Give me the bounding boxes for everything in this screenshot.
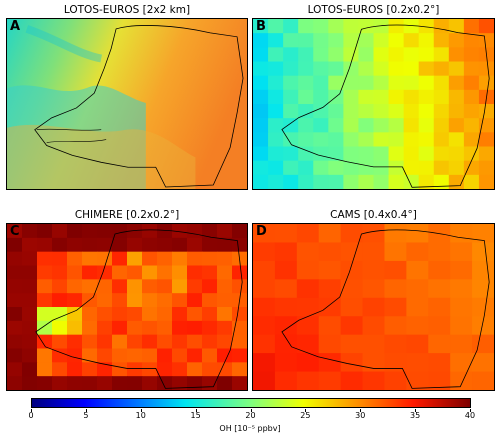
colorbar-tick-label: 30 bbox=[355, 411, 366, 420]
colorbar-tick-label: 15 bbox=[190, 411, 201, 420]
panel-a-title: LOTOS-EUROS [2x2 km] bbox=[63, 4, 191, 16]
map-c-svg bbox=[7, 224, 247, 390]
panel-b-title: LOTOS-EUROS [0.2x0.2°] bbox=[307, 4, 440, 16]
colorbar-tick bbox=[305, 409, 307, 412]
colorbar-tick-label: 20 bbox=[245, 411, 256, 420]
colorbar-tick bbox=[31, 409, 32, 412]
map-panel-a: A bbox=[6, 18, 248, 190]
map-a-svg bbox=[7, 19, 247, 189]
colorbar-tick bbox=[195, 409, 197, 412]
panel-b-letter: B bbox=[256, 19, 266, 34]
panel-c-letter: C bbox=[10, 224, 20, 239]
map-panel-b: B bbox=[252, 18, 495, 190]
colorbar-tick bbox=[415, 409, 417, 412]
colorbar-tick bbox=[360, 409, 362, 412]
colorbar-tick-label: 40 bbox=[464, 411, 476, 420]
colorbar-tick-label: 10 bbox=[135, 411, 146, 420]
colorbar-tick-label: 5 bbox=[83, 411, 89, 420]
panel-c-title: CHIMERE [0.2x0.2°] bbox=[74, 209, 180, 221]
map-d-svg bbox=[253, 224, 494, 390]
colorbar-tick-label: 25 bbox=[300, 411, 311, 420]
map-panel-d: D bbox=[252, 223, 495, 391]
colorbar-tick bbox=[85, 409, 87, 412]
colorbar-tick-label: 35 bbox=[410, 411, 421, 420]
colorbar-tick bbox=[250, 409, 252, 412]
colorbar-tick bbox=[470, 409, 471, 412]
map-b-svg bbox=[253, 19, 494, 189]
map-panel-c: C bbox=[6, 223, 248, 391]
panel-a-letter: A bbox=[10, 19, 21, 34]
colorbar bbox=[31, 398, 471, 408]
colorbar-tick-label: 0 bbox=[28, 411, 34, 420]
colorbar-label: OH [10⁻⁵ ppbv] bbox=[219, 424, 281, 433]
panel-d-title: CAMS [0.4x0.4°] bbox=[330, 209, 417, 221]
colorbar-tick bbox=[140, 409, 142, 412]
panel-d-letter: D bbox=[256, 224, 267, 239]
